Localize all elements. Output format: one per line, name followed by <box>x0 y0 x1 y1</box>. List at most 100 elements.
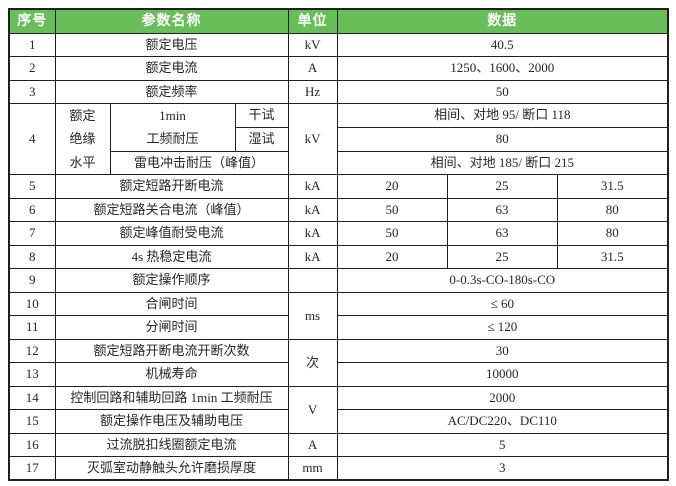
row-15-no: 15 <box>8 409 56 434</box>
row-15-name: 额定操作电压及辅助电压 <box>54 409 289 434</box>
row-8-no: 8 <box>8 244 56 270</box>
table-row: 16 过流脱扣线圈额定电流 A 5 <box>8 432 669 458</box>
spec-table: 序号 参数名称 单位 数据 1 额定电压 kV 40.5 2 额定电流 A 12… <box>8 8 670 482</box>
table-row: 1 额定电压 kV 40.5 <box>8 32 669 57</box>
row-6-unit: kA <box>287 197 338 223</box>
row-9-unit <box>287 268 338 293</box>
row-8-unit: kA <box>287 244 338 270</box>
row-9-value: 0-0.3s-CO-180s-CO <box>336 268 669 293</box>
table-row: 15 额定操作电压及辅助电压 AC/DC220、DC110 <box>8 409 669 434</box>
table-row: 4 额定绝缘水平 1min 工频耐压 干试 kV 相间、对地 95/ 断口 11… <box>8 102 669 176</box>
table-row: 8 4s 热稳定电流 kA 20 25 31.5 <box>8 244 669 270</box>
row-4-power-freq-line1: 1min <box>159 108 186 123</box>
row-10-value: ≤ 60 <box>336 291 669 317</box>
row-2-unit: A <box>287 56 338 81</box>
table-row: 10 合闸时间 ms ≤ 60 <box>8 291 669 340</box>
row-6-name: 额定短路关合电流（峰值） <box>54 197 289 223</box>
header-col-name: 参数名称 <box>54 8 289 34</box>
row-5-no: 5 <box>8 174 56 199</box>
row-11-no: 11 <box>8 315 56 340</box>
row-4-dry-label: 干试 <box>234 103 289 128</box>
row-14-name: 控制回路和辅助回路 1min 工频耐压 <box>54 385 289 411</box>
table-row: 雷电冲击耐压（峰值） 相间、对地 185/ 断口 215 <box>9 150 669 176</box>
row-11-name: 分闸时间 <box>54 315 289 340</box>
row-4-wet-value: 80 <box>336 126 669 152</box>
row-4-lightning-label: 雷电冲击耐压（峰值） <box>109 150 289 176</box>
header-col-data: 数据 <box>336 8 669 34</box>
table-row: 湿试 80 <box>9 126 669 152</box>
row-15-value: AC/DC220、DC110 <box>336 409 669 434</box>
row-11-value: ≤ 120 <box>336 315 669 340</box>
row-6-value-1: 50 <box>336 197 448 223</box>
row-2-value: 1250、1600、2000 <box>336 56 669 81</box>
row-16-unit: A <box>287 432 338 458</box>
table-row: 6 额定短路关合电流（峰值） kA 50 63 80 <box>8 197 669 223</box>
table-header-row: 序号 参数名称 单位 数据 <box>8 8 669 34</box>
row-13-value: 10000 <box>336 362 669 387</box>
row-3-no: 3 <box>8 79 56 104</box>
row-4-power-freq-line2: 工频耐压 <box>146 131 199 147</box>
row-7-name: 额定峰值耐受电流 <box>54 221 289 246</box>
row-12-name: 额定短路开断电流开断次数 <box>54 338 289 364</box>
row-4-no: 4 <box>8 102 56 176</box>
row-16-name: 过流脱扣线圈额定电流 <box>54 432 289 458</box>
row-7-no: 7 <box>8 221 56 246</box>
row-3-value: 50 <box>336 79 669 104</box>
row-6-no: 6 <box>8 197 56 223</box>
row-1-unit: kV <box>287 32 338 57</box>
row-9-no: 9 <box>8 268 56 293</box>
table-row: 11 分闸时间 ≤ 120 <box>8 315 669 340</box>
table-row: 17 灭弧室动静触头允许磨损厚度 mm 3 <box>8 456 669 481</box>
row-8-name: 4s 热稳定电流 <box>54 244 289 270</box>
row-6-value-3: 80 <box>556 197 669 223</box>
header-col-unit: 单位 <box>287 8 338 34</box>
row-17-no: 17 <box>8 456 56 481</box>
row-16-no: 16 <box>8 432 56 458</box>
row-13-no: 13 <box>8 362 56 387</box>
row-6-value-2: 63 <box>446 197 558 223</box>
row-5-unit: kA <box>287 174 338 199</box>
row-17-value: 3 <box>336 456 669 481</box>
row-2-name: 额定电流 <box>54 56 289 81</box>
header-col-no: 序号 <box>8 8 56 34</box>
row-4-group-text: 额定绝缘水平 <box>69 108 96 170</box>
table-row: 7 额定峰值耐受电流 kA 50 63 80 <box>8 221 669 246</box>
table-row: 3 额定频率 Hz 50 <box>8 79 669 104</box>
row-7-value-1: 50 <box>336 221 448 246</box>
row-4-dry-value: 相间、对地 95/ 断口 118 <box>336 103 669 128</box>
table-row: 2 额定电流 A 1250、1600、2000 <box>8 56 669 81</box>
row-17-name: 灭弧室动静触头允许磨损厚度 <box>54 456 289 481</box>
row-8-value-2: 25 <box>446 244 558 270</box>
row-7-unit: kA <box>287 221 338 246</box>
row-8-value-1: 20 <box>336 244 448 270</box>
row-1-no: 1 <box>8 32 56 57</box>
row-2-no: 2 <box>8 56 56 81</box>
table-row: 9 额定操作顺序 0-0.3s-CO-180s-CO <box>8 268 669 293</box>
row-16-value: 5 <box>336 432 669 458</box>
row-3-unit: Hz <box>287 79 338 104</box>
row-13-name: 机械寿命 <box>54 362 289 387</box>
row-1-value: 40.5 <box>336 32 669 57</box>
row-3-name: 额定频率 <box>54 79 289 104</box>
row-4-group-label: 额定绝缘水平 <box>54 102 111 176</box>
row-12-13-unit: 次 <box>287 338 338 387</box>
row-7-value-3: 80 <box>556 221 669 246</box>
row-14-value: 2000 <box>336 385 669 411</box>
row-5-value-1: 20 <box>336 174 448 199</box>
row-7-value-2: 63 <box>446 221 558 246</box>
row-5-name: 额定短路开断电流 <box>54 174 289 199</box>
table-row: 5 额定短路开断电流 kA 20 25 31.5 <box>8 174 669 199</box>
table-row: 12 额定短路开断电流开断次数 次 30 <box>8 338 669 387</box>
row-8-value-3: 31.5 <box>556 244 669 270</box>
row-12-no: 12 <box>8 338 56 364</box>
row-4-lightning-value: 相间、对地 185/ 断口 215 <box>336 150 669 176</box>
row-17-unit: mm <box>287 456 338 481</box>
row-5-value-2: 25 <box>446 174 558 199</box>
row-14-no: 14 <box>8 385 56 411</box>
row-12-value: 30 <box>336 338 669 364</box>
row-5-value-3: 31.5 <box>556 174 669 199</box>
row-4-unit: kV <box>287 102 338 176</box>
row-9-name: 额定操作顺序 <box>54 268 289 293</box>
table-row: 14 控制回路和辅助回路 1min 工频耐压 V 2000 <box>8 385 669 434</box>
